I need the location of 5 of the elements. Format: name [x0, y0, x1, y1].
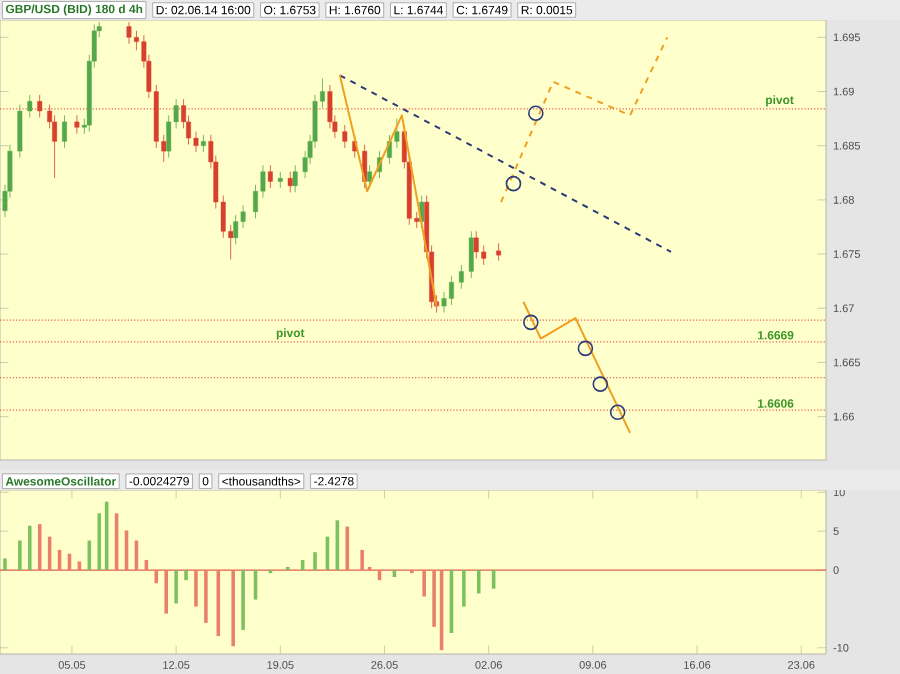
point: [609, 404, 626, 421]
point: [592, 376, 609, 392]
point: [577, 340, 594, 357]
line-series: [338, 74, 438, 308]
point: [528, 105, 544, 121]
